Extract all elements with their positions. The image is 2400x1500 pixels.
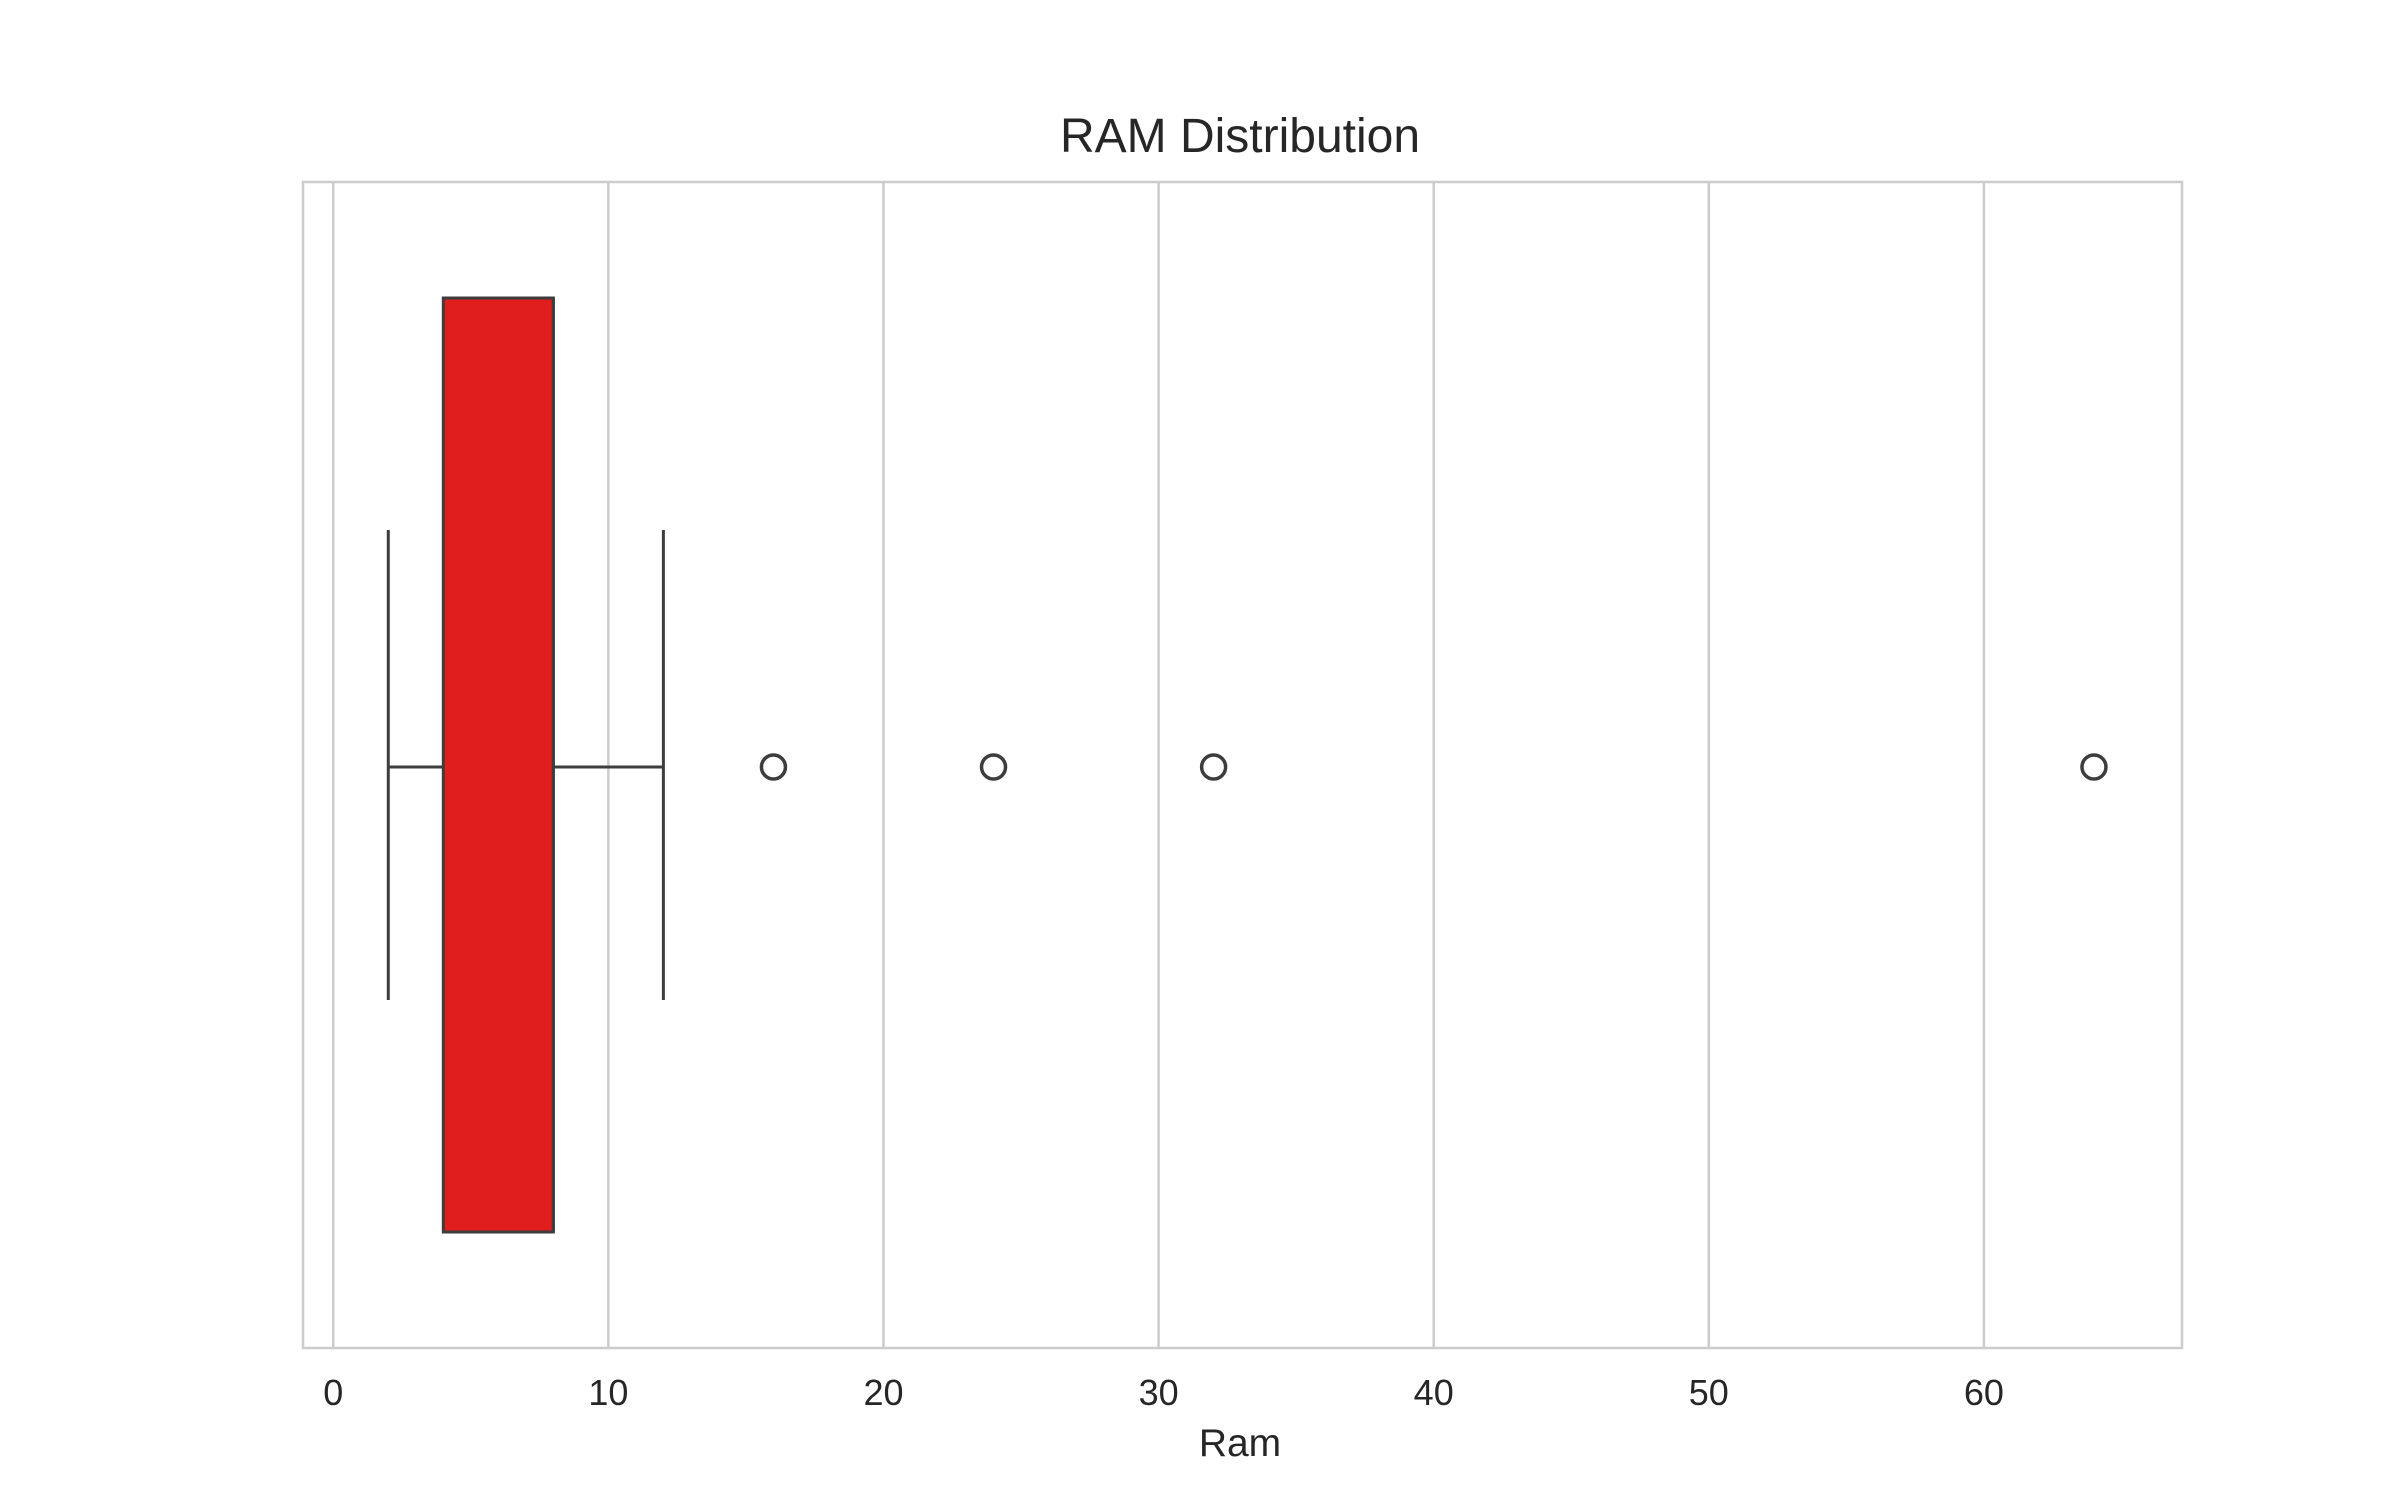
outlier-point xyxy=(759,753,788,781)
x-tick-labels: 0 10 20 30 40 50 60 xyxy=(323,1372,2004,1413)
x-axis-label: Ram xyxy=(1199,1422,1281,1465)
x-tick-label: 10 xyxy=(588,1372,628,1413)
outlier-point xyxy=(979,753,1008,781)
x-tick-label: 0 xyxy=(323,1372,343,1413)
grid-lines xyxy=(332,182,1986,1348)
outlier-point xyxy=(2080,753,2108,781)
outlier-point xyxy=(1199,753,1228,781)
box-plot xyxy=(386,296,2108,1234)
plot-frame xyxy=(301,180,2184,1350)
x-tick-label: 20 xyxy=(863,1372,903,1413)
x-tick-label: 60 xyxy=(1964,1372,2004,1413)
x-tick-label: 30 xyxy=(1139,1372,1179,1413)
x-tick-label: 50 xyxy=(1689,1372,1729,1413)
x-tick-label: 40 xyxy=(1414,1372,1454,1413)
chart-title: RAM Distribution xyxy=(1060,110,1420,163)
iqr-box xyxy=(441,296,555,1234)
